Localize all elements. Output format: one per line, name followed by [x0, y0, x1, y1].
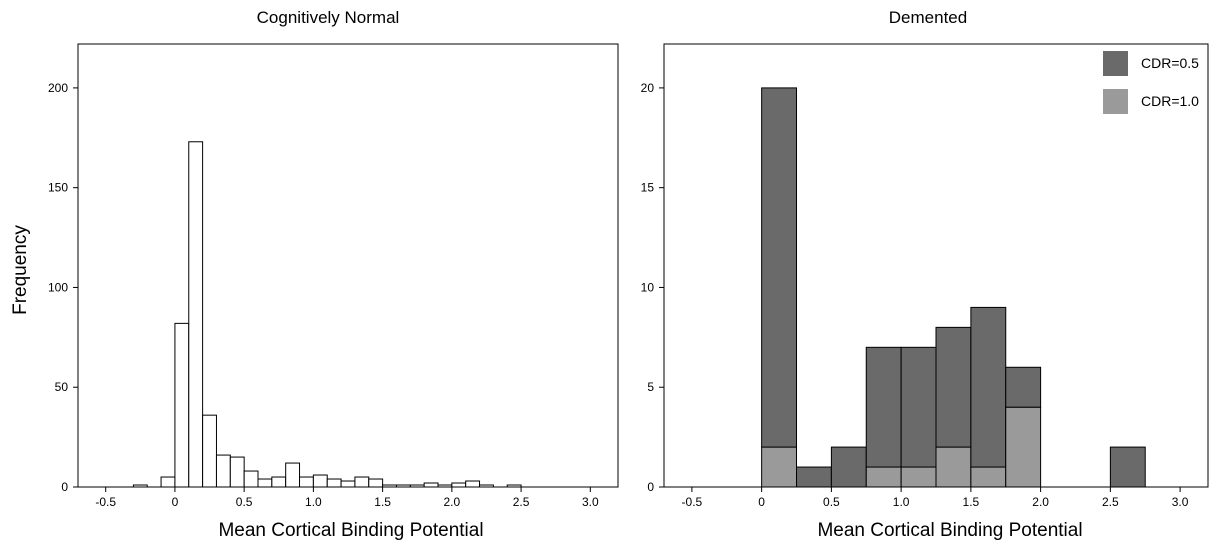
stacked-bar-cdr-1-0 — [1005, 406, 1042, 488]
legend-label: CDR=1.0 — [1141, 93, 1199, 109]
stacked-bar-cdr-1-0 — [865, 466, 902, 488]
histogram-bar — [368, 478, 384, 488]
histogram-bar — [299, 476, 314, 488]
x-tick-label: 0 — [172, 495, 179, 509]
x-axis-label: Mean Cortical Binding Potential — [218, 520, 483, 541]
stacked-bar-cdr-0-5 — [1109, 446, 1146, 488]
x-tick-label: 0 — [758, 495, 765, 509]
x-tick-label: 0.5 — [236, 495, 253, 509]
stacked-bar-cdr-0-5 — [761, 87, 798, 448]
y-tick-label: 150 — [48, 181, 68, 195]
histogram-bar — [229, 456, 245, 488]
legend-label: CDR=0.5 — [1141, 55, 1199, 71]
y-tick-label: 5 — [647, 380, 654, 394]
plot-frame — [77, 43, 619, 488]
y-ticks: 0 5 10 15 20 — [641, 81, 664, 494]
stacked-bar-cdr-1-0 — [761, 446, 798, 488]
legend-swatch — [1103, 89, 1128, 114]
stacked-bar-cdr-0-5 — [970, 306, 1007, 468]
histogram-bar — [271, 476, 287, 488]
histogram-bar — [174, 322, 190, 488]
y-tick-label: 200 — [48, 81, 68, 95]
x-tick-label: 2.5 — [513, 495, 530, 509]
y-tick-label: 100 — [48, 280, 68, 294]
stacked-bar-cdr-0-5 — [865, 346, 902, 468]
x-tick-label: 3.0 — [1172, 495, 1189, 509]
histogram-bar — [285, 462, 301, 488]
x-ticks: -0.5 0 0.5 1.0 1.5 2.0 2.5 3.0 — [682, 487, 1189, 509]
histogram-bar — [340, 480, 356, 488]
panel-demented: Demented -0.5 0 0.5 1.0 1.5 2.0 2.5 3.0 0 5 10 15 2… — [641, 8, 1209, 541]
stacked-bar-cdr-0-5 — [900, 346, 937, 468]
histogram-bar — [423, 482, 439, 488]
histogram-bar — [451, 482, 467, 488]
plot-frame — [663, 43, 1209, 488]
stacked-bar-cdr-0-5 — [796, 466, 832, 488]
x-tick-label: -0.5 — [682, 495, 703, 509]
y-tick-label: 20 — [641, 81, 655, 95]
x-tick-label: 2.0 — [1032, 495, 1049, 509]
stacked-bar-cdr-1-0 — [900, 466, 937, 488]
bars-group — [761, 87, 1146, 488]
histogram-bar — [215, 454, 231, 488]
histogram-bar — [312, 474, 328, 488]
histogram-bar — [160, 476, 176, 488]
y-tick-label: 0 — [61, 480, 68, 494]
x-tick-label: 1.0 — [305, 495, 322, 509]
histogram-bar — [202, 414, 217, 488]
panel-title: Demented — [889, 8, 967, 27]
y-tick-label: 0 — [647, 480, 654, 494]
x-tick-label: 1.5 — [374, 495, 391, 509]
stacked-bar-cdr-1-0 — [970, 466, 1007, 488]
y-tick-label: 10 — [641, 280, 655, 294]
x-tick-label: 3.0 — [582, 495, 599, 509]
histogram-bar — [326, 478, 342, 488]
y-axis-label: Frequency — [10, 225, 31, 315]
stacked-bar-cdr-1-0 — [935, 446, 972, 488]
x-tick-label: 2.5 — [1102, 495, 1119, 509]
x-ticks: -0.5 0 0.5 1.0 1.5 2.0 2.5 3.0 — [95, 487, 599, 509]
y-tick-label: 15 — [641, 181, 655, 195]
x-tick-label: 0.5 — [823, 495, 840, 509]
stacked-bar-cdr-0-5 — [935, 326, 972, 448]
stacked-bar-cdr-0-5 — [830, 446, 867, 488]
legend-swatch — [1103, 51, 1128, 76]
histogram-bar — [465, 480, 481, 488]
histogram-bar — [257, 478, 273, 488]
bars-group — [132, 141, 522, 488]
x-tick-label: 1.0 — [893, 495, 910, 509]
histogram-bar — [354, 476, 370, 488]
stacked-bar-cdr-0-5 — [1005, 366, 1042, 408]
panel-cognitively-normal: Cognitively Normal -0.5 0 0.5 1.0 1.5 2.0 2.5 3… — [48, 8, 619, 541]
y-tick-label: 50 — [55, 380, 69, 394]
y-ticks: 0 50 100 150 200 — [48, 81, 78, 494]
x-tick-label: -0.5 — [95, 495, 116, 509]
histogram-bar — [243, 470, 259, 488]
panel-title: Cognitively Normal — [257, 8, 400, 27]
histogram-bar — [188, 141, 204, 488]
x-tick-label: 1.5 — [963, 495, 980, 509]
x-tick-label: 2.0 — [444, 495, 461, 509]
x-axis-label: Mean Cortical Binding Potential — [817, 520, 1082, 541]
legend: CDR=0.5 CDR=1.0 — [1103, 51, 1199, 114]
